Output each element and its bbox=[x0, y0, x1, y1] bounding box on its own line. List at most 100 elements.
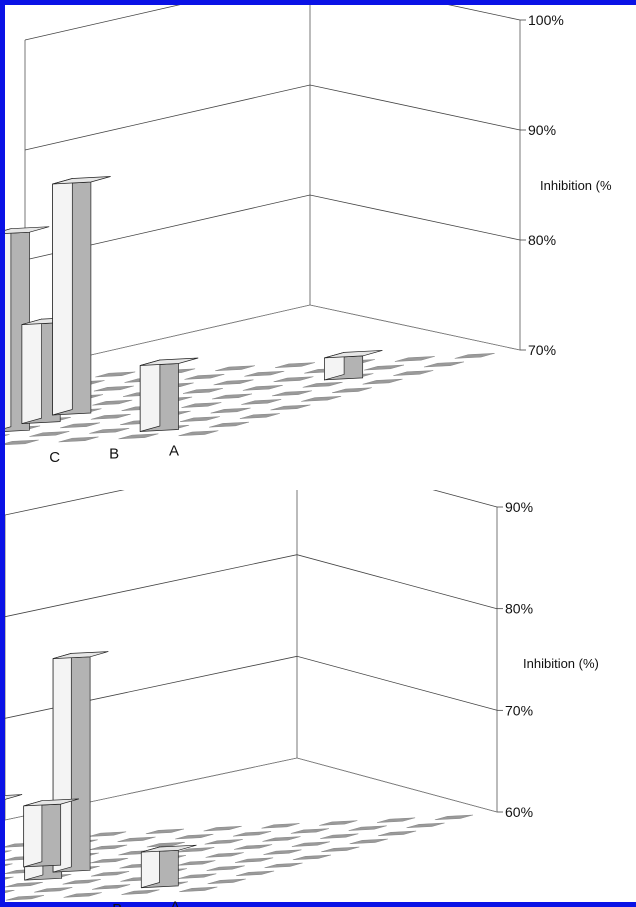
chart-bottom: 60%70%80%90%Inhibition (%)ABCDEFGH109876… bbox=[5, 490, 636, 907]
floor-cell bbox=[181, 402, 222, 408]
floor-cell bbox=[291, 841, 330, 847]
bar-face-top bbox=[5, 226, 50, 234]
z-axis-label: Inhibition (%) bbox=[523, 656, 599, 671]
floor-cell bbox=[349, 838, 388, 844]
floor-cell bbox=[5, 876, 14, 880]
floor-cell bbox=[319, 820, 358, 826]
floor-cell bbox=[34, 887, 73, 893]
bar-face-right bbox=[23, 800, 43, 868]
floor-cell bbox=[178, 430, 219, 436]
floor-cell bbox=[29, 431, 70, 437]
grid-line bbox=[24, 194, 521, 261]
grid-line bbox=[24, 304, 521, 371]
bars bbox=[5, 651, 197, 889]
floor-cell bbox=[204, 839, 243, 845]
floor-cell bbox=[394, 356, 435, 362]
floor-cell bbox=[5, 882, 43, 888]
floor-cell bbox=[275, 362, 315, 368]
floor-cell bbox=[184, 374, 225, 380]
floor-cell bbox=[302, 382, 343, 388]
floor-cell bbox=[270, 404, 311, 411]
chart-svg: 60%70%80%90%Inhibition (%)ABCDEFGH109876… bbox=[5, 490, 599, 907]
floor-cell bbox=[262, 836, 301, 842]
z-tick-label: 80% bbox=[528, 232, 556, 248]
floor-cell bbox=[146, 842, 185, 848]
z-axis-label: Inhibition (% bbox=[540, 178, 612, 193]
z-tick-label: 70% bbox=[528, 342, 556, 358]
bar-top bbox=[324, 350, 383, 381]
floor-cell bbox=[235, 857, 274, 863]
floor-cell bbox=[364, 364, 405, 371]
floor-cell bbox=[290, 828, 329, 834]
floor-cell bbox=[90, 858, 129, 864]
floor-cell bbox=[424, 361, 464, 368]
chart-top: 70%80%90%100%Inhibition (%ABCDEFGH109876… bbox=[5, 5, 636, 465]
floor-cell bbox=[213, 379, 254, 386]
floor-cell bbox=[393, 370, 434, 376]
row-label: A bbox=[170, 898, 180, 907]
z-tick-label: 90% bbox=[528, 122, 556, 138]
floor-cell bbox=[179, 416, 220, 422]
grid-line bbox=[24, 5, 521, 41]
floor-cell bbox=[121, 889, 160, 895]
floor-cell bbox=[406, 822, 445, 828]
floor-cell bbox=[241, 399, 282, 405]
floor-cell bbox=[362, 378, 403, 385]
chart-svg: 70%80%90%100%Inhibition (%ABCDEFGH109876… bbox=[5, 5, 612, 465]
floor-cell bbox=[93, 385, 134, 392]
floor-cell bbox=[205, 852, 244, 858]
floor-cell bbox=[261, 823, 300, 829]
floor-cell bbox=[175, 834, 214, 840]
floor-cell bbox=[206, 865, 245, 871]
row-labels: ABCDEFGH bbox=[49, 443, 179, 465]
row-label: C bbox=[49, 449, 60, 465]
bar-face-right bbox=[139, 359, 161, 432]
floor-cell bbox=[182, 388, 223, 394]
floor-cell bbox=[90, 414, 131, 420]
floor-cell bbox=[63, 892, 102, 898]
bar-face-top bbox=[140, 357, 199, 366]
row-label: C bbox=[55, 904, 66, 907]
row-labels: ABCDEFGH bbox=[5, 898, 180, 907]
floor-cell bbox=[273, 376, 314, 382]
floor-cell bbox=[203, 826, 242, 832]
floor-cell bbox=[378, 830, 417, 836]
grid-line bbox=[5, 490, 498, 516]
floor-cell bbox=[272, 390, 312, 397]
floor-cell bbox=[145, 828, 184, 834]
bar-bottom bbox=[140, 844, 197, 889]
z-tick-label: 80% bbox=[505, 601, 533, 617]
grid-line bbox=[24, 84, 521, 151]
floor-cell bbox=[244, 371, 285, 377]
floor-cell bbox=[5, 895, 44, 901]
floor-cell bbox=[210, 407, 251, 414]
floor-cell bbox=[177, 860, 216, 866]
bar-face-top bbox=[53, 651, 109, 659]
floor-cell bbox=[5, 863, 13, 867]
floor-cell bbox=[62, 879, 101, 885]
row-label: A bbox=[169, 443, 179, 460]
axes-walls: 60% 70% 80% 90% Inhibition (%) bbox=[5, 490, 599, 821]
floor-cell bbox=[321, 846, 360, 852]
z-tick-label: 100% bbox=[528, 12, 564, 28]
bar-face-right bbox=[52, 178, 73, 416]
bar-face-right bbox=[21, 318, 42, 425]
bar-top bbox=[139, 357, 199, 432]
grid-line bbox=[5, 655, 498, 719]
bar-top bbox=[52, 176, 111, 416]
floor-cell bbox=[207, 878, 246, 884]
bar-face-right bbox=[5, 228, 12, 429]
floor-cell bbox=[212, 393, 253, 400]
bar-face-top bbox=[52, 176, 111, 185]
floor-cell bbox=[95, 371, 136, 378]
floor-cell bbox=[263, 849, 302, 855]
bar-bottom bbox=[52, 651, 109, 873]
floor-cell bbox=[92, 399, 133, 406]
floor-cell bbox=[179, 886, 218, 892]
floor-cell bbox=[233, 831, 272, 837]
floor-cell bbox=[242, 385, 283, 391]
floor-cell bbox=[377, 817, 416, 823]
floor-cell bbox=[301, 396, 342, 402]
z-tick-label: 60% bbox=[505, 804, 533, 820]
